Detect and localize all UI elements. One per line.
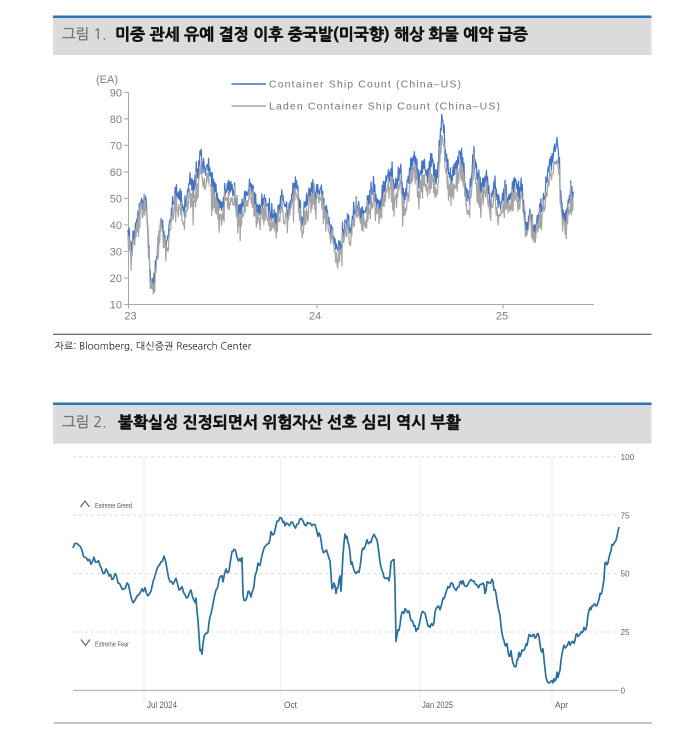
svg-text:40: 40 bbox=[110, 220, 122, 232]
svg-text:60: 60 bbox=[110, 167, 122, 179]
svg-text:25: 25 bbox=[621, 628, 631, 637]
svg-text:80: 80 bbox=[110, 114, 122, 126]
svg-text:Jul 2024: Jul 2024 bbox=[147, 700, 177, 710]
svg-text:23: 23 bbox=[124, 311, 136, 323]
svg-text:Apr: Apr bbox=[555, 700, 568, 710]
svg-text:90: 90 bbox=[110, 87, 122, 99]
svg-text:Oct: Oct bbox=[284, 700, 297, 710]
svg-text:10: 10 bbox=[110, 300, 122, 312]
svg-text:0: 0 bbox=[621, 686, 626, 695]
svg-text:Laden Container Ship Count (Ch: Laden Container Ship Count (China–US) bbox=[269, 101, 500, 113]
svg-text:50: 50 bbox=[110, 193, 122, 205]
svg-text:(EA): (EA) bbox=[96, 74, 118, 86]
svg-text:25: 25 bbox=[496, 311, 508, 323]
svg-text:50: 50 bbox=[621, 570, 631, 579]
svg-text:75: 75 bbox=[621, 511, 631, 520]
svg-text:70: 70 bbox=[110, 140, 122, 152]
svg-text:24: 24 bbox=[309, 311, 321, 323]
svg-text:Extreme Fear: Extreme Fear bbox=[95, 640, 129, 649]
svg-text:20: 20 bbox=[110, 273, 122, 285]
svg-text:30: 30 bbox=[110, 246, 122, 258]
svg-text:Extreme Greed: Extreme Greed bbox=[95, 501, 132, 510]
svg-text:Jan 2025: Jan 2025 bbox=[422, 700, 453, 710]
svg-text:100: 100 bbox=[621, 453, 635, 462]
svg-text:Container Ship Count (China–US: Container Ship Count (China–US) bbox=[269, 79, 461, 91]
